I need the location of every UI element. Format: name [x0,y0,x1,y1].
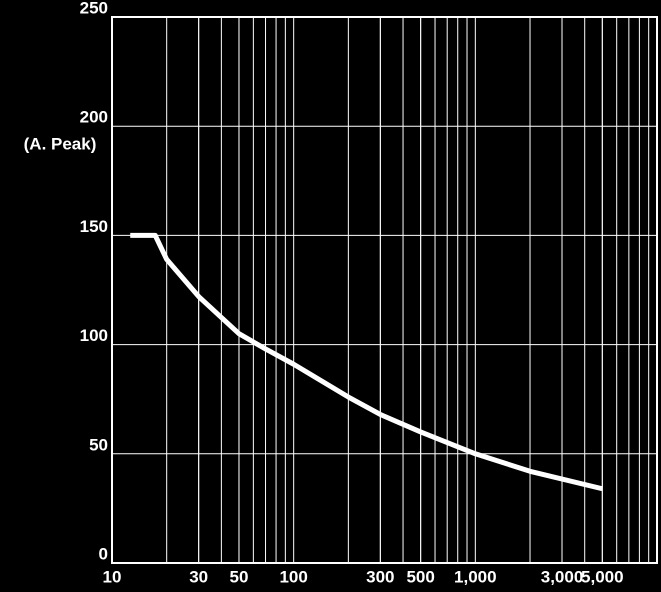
y-tick-label: 150 [80,217,108,236]
y-tick-label: 0 [99,544,108,563]
y-axis-label: (A. Peak) [24,134,97,153]
x-tick-label: 30 [189,567,208,586]
x-tick-label: 1,000 [454,567,497,586]
y-tick-label: 200 [80,108,108,127]
x-tick-label: 3,000 [541,567,584,586]
x-tick-label: 50 [230,567,249,586]
x-tick-label: 100 [279,567,307,586]
x-tick-label: 10 [103,567,122,586]
y-tick-label: 250 [80,0,108,17]
data-line [130,232,603,492]
x-tick-label: 300 [366,567,394,586]
x-tick-label: 5,000 [581,567,624,586]
x-tick-label: 500 [406,567,434,586]
y-tick-label: 100 [80,326,108,345]
plot-frame [111,16,658,564]
y-tick-label: 50 [89,435,108,454]
